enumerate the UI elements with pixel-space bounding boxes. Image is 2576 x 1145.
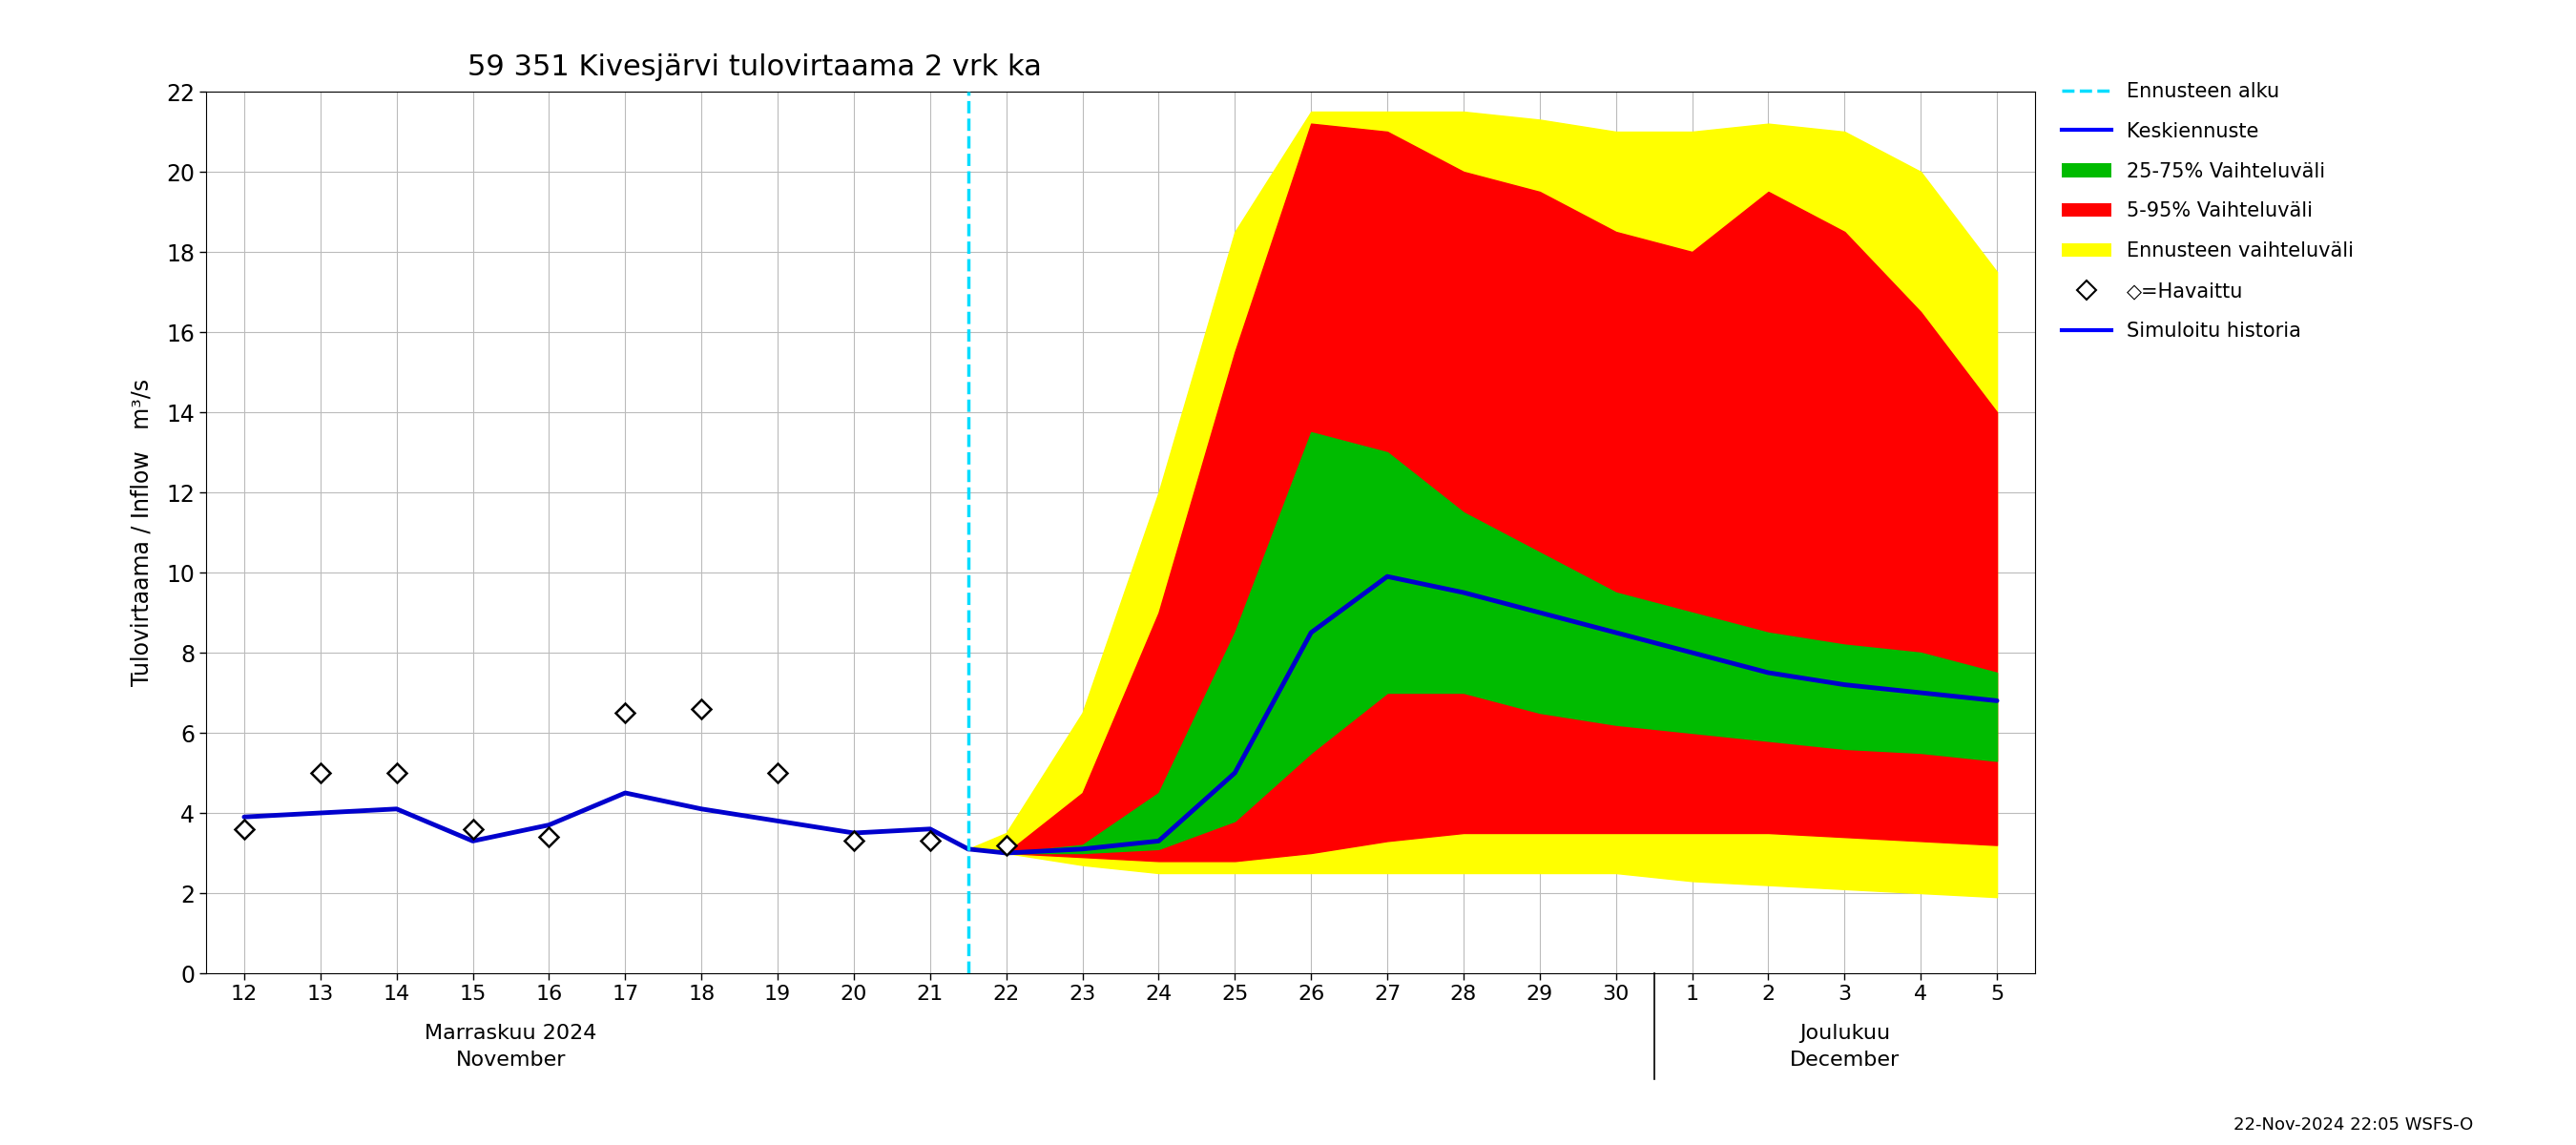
- Y-axis label: Tulovirtaama / Inflow   m³/s: Tulovirtaama / Inflow m³/s: [129, 379, 152, 686]
- Title: 59 351 Kivesjärvi tulovirtaama 2 vrk ka: 59 351 Kivesjärvi tulovirtaama 2 vrk ka: [469, 54, 1041, 81]
- Text: November: November: [456, 1050, 567, 1069]
- Text: December: December: [1790, 1050, 1899, 1069]
- Text: Joulukuu: Joulukuu: [1798, 1024, 1891, 1043]
- Legend: Ennusteen alku, Keskiennuste, 25-75% Vaihteluväli, 5-95% Vaihteluväli, Ennusteen: Ennusteen alku, Keskiennuste, 25-75% Vai…: [2053, 74, 2362, 349]
- Text: Marraskuu 2024: Marraskuu 2024: [425, 1024, 598, 1043]
- Text: 22-Nov-2024 22:05 WSFS-O: 22-Nov-2024 22:05 WSFS-O: [2233, 1116, 2473, 1134]
